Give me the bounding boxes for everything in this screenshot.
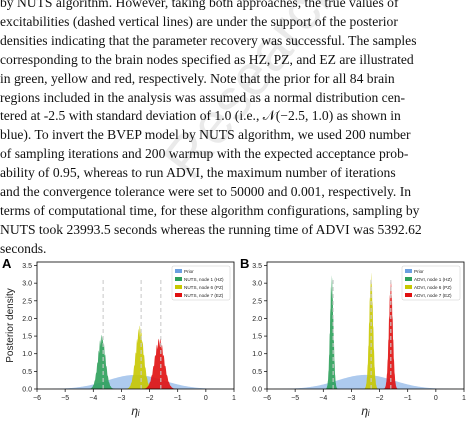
x-tick-label: −2 — [376, 395, 384, 402]
x-tick-label: −2 — [146, 395, 154, 402]
y-tick-label: 2.5 — [252, 298, 262, 305]
x-tick-label: −4 — [89, 395, 97, 402]
legend-entry: NUTS, node 1 (HZ) — [184, 277, 224, 282]
y-tick-label: 3.0 — [22, 281, 32, 288]
x-tick-label: 1 — [232, 395, 236, 402]
y-tick-label: 0.0 — [22, 387, 32, 394]
x-tick-label: −3 — [347, 395, 355, 402]
x-tick-label: 1 — [462, 395, 466, 402]
y-tick-label: 2.5 — [22, 298, 32, 305]
legend-entry: NUTS, node 7 (EZ) — [184, 293, 224, 298]
x-tick-label: −3 — [117, 395, 125, 402]
paragraph-line: corresponding to the brain nodes specifi… — [0, 51, 414, 67]
y-tick-label: 1.5 — [22, 334, 32, 341]
axes-frame — [36, 261, 235, 390]
figure-posterior-densities: A −6 −5 −4 −3 −2 −1 0 1 0.0 0.5 1.0 1.5 2.0 2.5 3.0 3.5 η… — [2, 256, 466, 418]
legend-swatch-hz — [405, 277, 412, 281]
legend-entry: Prior — [184, 269, 194, 274]
chart-panel-B: B −6 −5 −4 −3 −2 −1 0 1 0.0 0.5 1.0 1.5 2.0 2.5 3.0 3.5 η… — [240, 256, 466, 418]
x-tick-label: −5 — [291, 395, 299, 402]
paragraph-line: terms of computational time, for these a… — [0, 202, 420, 218]
paragraph-line: tered at -2.5 with standard deviation of… — [0, 108, 401, 124]
x-tick-label: −5 — [61, 395, 69, 402]
y-tick-label: 0.0 — [252, 387, 262, 394]
y-tick-label: 3.5 — [22, 263, 32, 270]
legend-swatch-pz — [405, 285, 412, 289]
paragraph-line: and the convergence tolerance were set t… — [0, 184, 412, 200]
paragraph-line: ability of 0.95, whereas to run ADVI, th… — [0, 165, 396, 181]
y-tick-label: 2.0 — [22, 316, 32, 323]
x-tick-label: −1 — [404, 395, 412, 402]
legend-box — [401, 265, 461, 301]
x-axis-label: ηᵢ — [131, 404, 140, 418]
paragraph-line: densities indicating that the parameter … — [0, 32, 417, 48]
density-hz — [86, 334, 118, 389]
legend-swatch-prior — [175, 269, 182, 273]
y-tick-label: 3.5 — [252, 263, 262, 270]
density-pz — [123, 325, 157, 389]
paragraph-line: excitabilities (dashed vertical lines) a… — [0, 13, 398, 29]
x-tick-label: −6 — [33, 395, 41, 402]
chart-panel-A: A −6 −5 −4 −3 −2 −1 0 1 0.0 0.5 1.0 1.5 2.0 2.5 3.0 3.5 η… — [2, 256, 236, 418]
y-tick-label: 2.0 — [252, 316, 262, 323]
x-tick-label: −6 — [263, 395, 271, 402]
density-ez — [382, 281, 400, 389]
paragraph-line: of sampling iterations and 200 warmup wi… — [0, 146, 409, 162]
x-tick-label: 0 — [434, 395, 438, 402]
y-tick-label: 0.5 — [22, 369, 32, 376]
x-axis-label: ηᵢ — [361, 404, 370, 418]
axes-frame — [266, 261, 465, 390]
paragraph-line: in green, yellow and red, respectively. … — [0, 70, 395, 86]
legend-swatch-ez — [175, 293, 182, 297]
panel-label: B — [240, 256, 249, 271]
legend-swatch-prior — [405, 269, 412, 273]
x-tick-label: 0 — [204, 395, 208, 402]
y-tick-label: 1.0 — [252, 351, 262, 358]
paragraph-line: blue). To invert the BVEP model by NUTS … — [0, 127, 411, 143]
legend-box — [171, 265, 231, 301]
y-tick-label: 1.0 — [22, 351, 32, 358]
legend-entry: ADVI, node 1 (HZ) — [414, 277, 452, 282]
paper-paragraph: by NUTS algorithm. However, taking both … — [0, 0, 422, 256]
y-tick-label: 0.5 — [252, 369, 262, 376]
y-tick-label: 3.0 — [252, 281, 262, 288]
paragraph-line: regions included in the analysis was ass… — [0, 89, 406, 105]
x-tick-label: −1 — [174, 395, 182, 402]
legend-entry: ADVI, node 7 (EZ) — [414, 293, 452, 298]
legend-swatch-ez — [405, 293, 412, 297]
paragraph-line: by NUTS algorithm. However, taking both … — [0, 0, 399, 10]
density-hz — [324, 275, 339, 389]
y-tick-label: 1.5 — [252, 334, 262, 341]
legend-swatch-hz — [175, 277, 182, 281]
paragraph-line: NUTS took 23993.5 seconds whereas the ru… — [0, 221, 422, 237]
paragraph-line: seconds. — [0, 240, 47, 256]
legend-entry: Prior — [414, 269, 424, 274]
panel-label: A — [2, 256, 12, 271]
y-axis-label: Posterior density — [5, 288, 16, 362]
x-tick-label: −4 — [319, 395, 327, 402]
legend-entry: ADVI, node 6 (PZ) — [414, 285, 452, 290]
legend-swatch-pz — [175, 285, 182, 289]
legend-entry: NUTS, node 6 (PZ) — [184, 285, 224, 290]
density-prior — [267, 374, 464, 389]
density-ez — [139, 338, 180, 389]
